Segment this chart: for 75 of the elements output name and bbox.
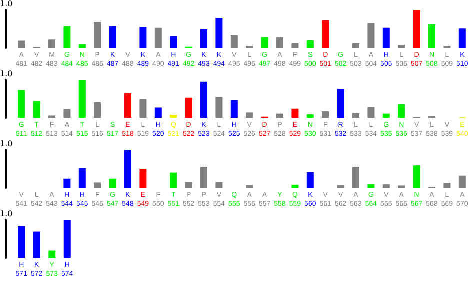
bar	[352, 113, 360, 118]
bar	[413, 166, 420, 188]
bar	[368, 184, 375, 188]
text: 1.0	[0, 70, 13, 78]
bar	[78, 80, 86, 118]
bar	[398, 104, 406, 118]
bar	[200, 167, 208, 188]
bar	[33, 232, 40, 258]
bar	[170, 114, 178, 118]
text: 1.0	[0, 140, 13, 148]
bar	[170, 36, 178, 48]
bar	[458, 28, 466, 48]
bar	[306, 114, 314, 118]
bar	[124, 93, 132, 118]
bar	[352, 43, 360, 48]
bar	[458, 176, 466, 188]
bar	[185, 182, 192, 188]
bar	[368, 107, 375, 118]
bar	[382, 28, 390, 48]
bar	[154, 28, 162, 48]
bar	[94, 182, 102, 188]
bar	[292, 108, 299, 118]
bar	[33, 101, 40, 118]
bar	[94, 22, 102, 48]
text: 1.0	[0, 210, 13, 218]
bar	[322, 112, 330, 118]
bar	[200, 82, 208, 118]
bar	[261, 37, 268, 48]
bar	[337, 185, 344, 188]
bar	[94, 102, 102, 118]
bar	[276, 114, 284, 118]
bar	[216, 182, 223, 188]
bar	[170, 172, 178, 188]
bar	[78, 168, 86, 188]
bar	[109, 178, 116, 188]
bar	[140, 99, 147, 118]
bar	[230, 100, 238, 118]
bar	[382, 184, 390, 188]
bar	[64, 178, 71, 188]
bar	[185, 98, 192, 118]
bar	[322, 20, 330, 48]
bar	[200, 29, 208, 48]
bar	[140, 169, 147, 188]
bar	[48, 250, 56, 258]
bar	[78, 44, 86, 48]
bar	[216, 97, 223, 118]
bar	[48, 40, 56, 48]
bar	[292, 184, 299, 188]
bar	[382, 114, 390, 118]
bar	[306, 172, 314, 188]
bar	[246, 185, 254, 188]
bar	[246, 112, 254, 118]
bar	[352, 167, 360, 188]
bar	[18, 90, 26, 118]
bar	[18, 226, 26, 258]
bar	[64, 26, 71, 48]
bar	[230, 35, 238, 48]
bar	[306, 40, 314, 48]
text: 1.0	[0, 0, 13, 8]
bar	[292, 43, 299, 48]
bar	[124, 150, 132, 188]
bar	[276, 37, 284, 48]
bar	[154, 108, 162, 118]
bar	[413, 10, 420, 48]
bar	[18, 40, 26, 48]
bar	[428, 24, 436, 48]
bar	[216, 18, 223, 48]
bar	[140, 27, 147, 48]
bar	[337, 89, 344, 118]
bar	[444, 183, 451, 188]
bar	[368, 23, 375, 48]
bar	[398, 44, 406, 48]
bar	[64, 109, 71, 118]
bar	[109, 26, 116, 48]
bar	[64, 220, 71, 258]
